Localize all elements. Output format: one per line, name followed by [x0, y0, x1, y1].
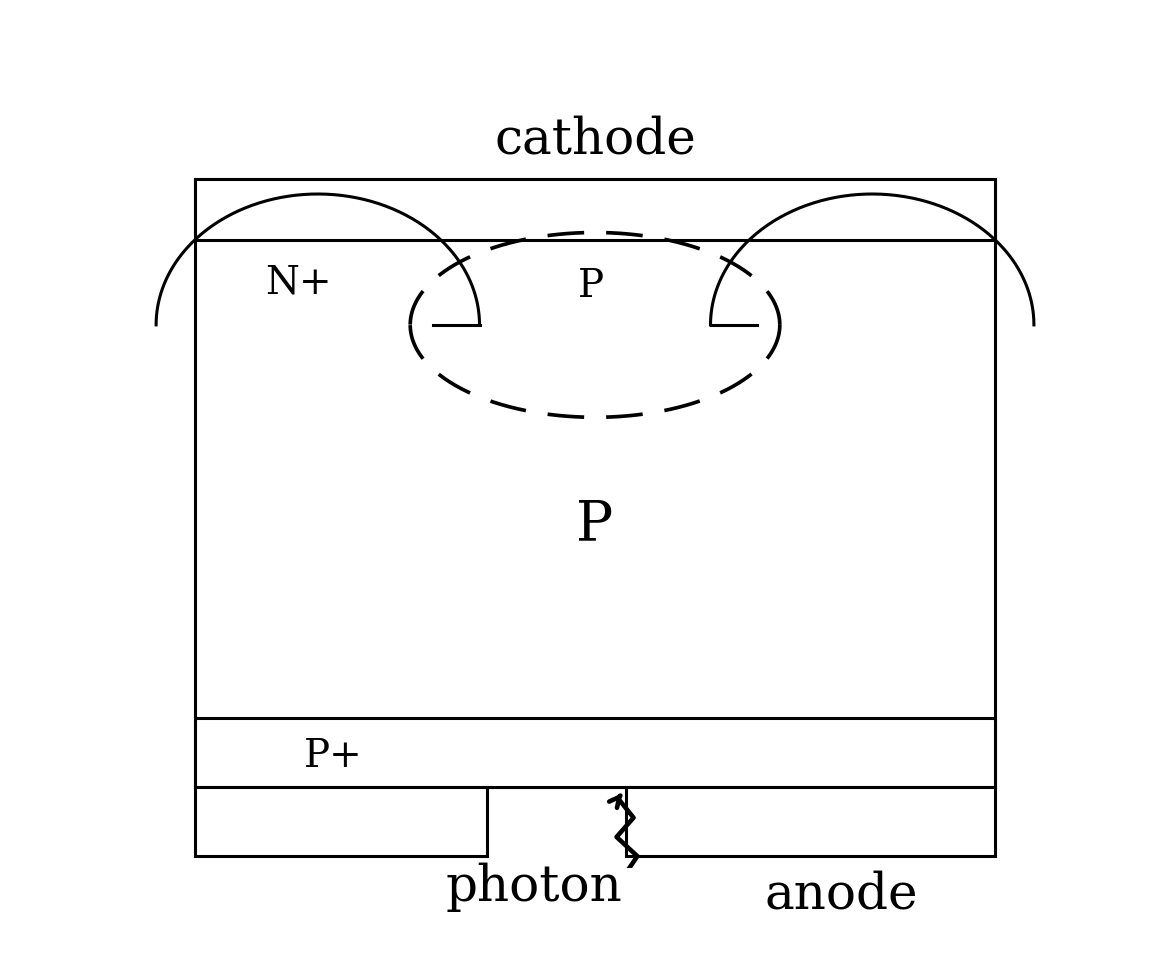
Text: P: P: [579, 268, 604, 305]
Bar: [194, 787, 488, 856]
Text: P+: P+: [304, 738, 362, 774]
Bar: [626, 787, 995, 856]
Bar: [194, 718, 995, 787]
Text: photon: photon: [445, 862, 622, 912]
Text: N+: N+: [265, 264, 332, 301]
Bar: [194, 178, 995, 240]
Bar: [194, 178, 995, 787]
Text: P: P: [576, 498, 613, 553]
Text: cathode: cathode: [494, 115, 696, 165]
Text: anode: anode: [765, 870, 918, 919]
